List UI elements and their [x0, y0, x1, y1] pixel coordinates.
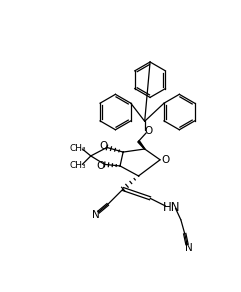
Text: CH₃: CH₃ [69, 161, 86, 170]
Text: HN: HN [163, 201, 180, 214]
Text: N: N [185, 243, 193, 253]
Text: CH₃: CH₃ [69, 144, 86, 153]
Text: N: N [92, 210, 99, 220]
Text: O: O [144, 126, 153, 136]
Text: O: O [97, 161, 105, 171]
Text: O: O [99, 141, 107, 151]
Polygon shape [138, 141, 145, 149]
Text: O: O [161, 155, 170, 165]
